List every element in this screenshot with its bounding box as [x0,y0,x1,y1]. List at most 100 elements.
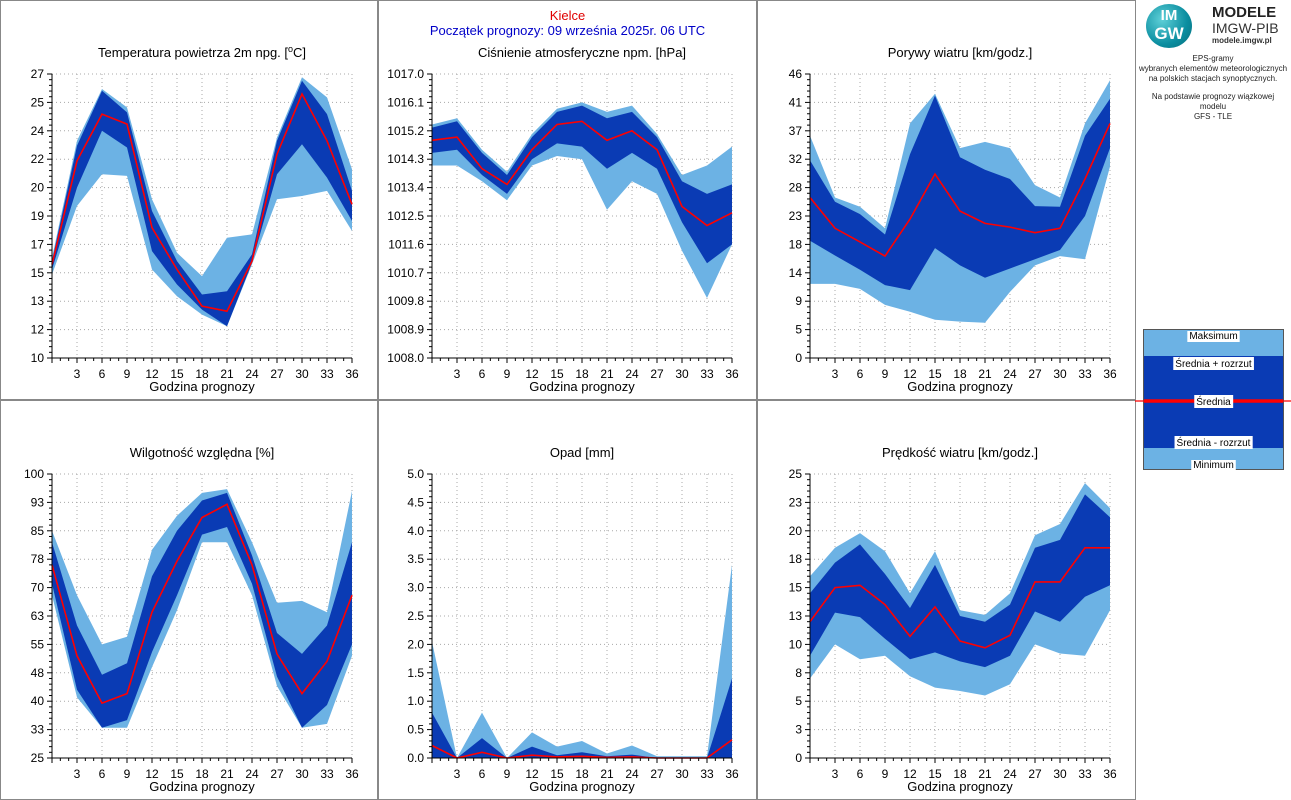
y-tick-label: 27 [31,67,45,81]
y-tick-label: 25 [31,751,45,765]
badge-top-text: IM [1160,7,1178,24]
mean-line [431,120,733,227]
x-tick-label: 27 [650,367,664,381]
x-tick-label: 21 [220,367,234,381]
y-tick-label: 46 [789,67,803,81]
y-tick-label: 13 [789,609,803,623]
x-tick-label: 27 [1028,367,1042,381]
x-tick-label: 36 [1103,767,1117,781]
imgw-badge-icon: IM GW [1146,4,1192,48]
x-tick-label: 33 [320,367,334,381]
y-tick-label: 10 [789,637,803,651]
chart-title: Temperatura powietrza 2m npg. [oC] [98,44,306,60]
x-tick-label: 12 [903,367,917,381]
x-axis-label: Godzina prognozy [149,379,255,394]
x-tick-label: 6 [99,767,106,781]
x-axis-label: Godzina prognozy [529,779,635,794]
y-tick-label: 48 [31,666,45,680]
chart-title: Prędkość wiatru [km/godz.] [882,445,1038,460]
x-tick-label: 21 [600,367,614,381]
y-tick-label: 5.0 [407,467,424,481]
panel-frame [378,0,757,400]
mean-line [51,503,353,705]
y-tick-label: 1014.3 [387,152,424,166]
chart-title: Porywy wiatru [km/godz.] [888,45,1033,60]
x-tick-label: 12 [145,767,159,781]
y-tick-label: 1016.1 [387,95,424,109]
y-tick-label: 23 [789,495,803,509]
x-tick-label: 30 [1053,367,1067,381]
y-tick-label: 70 [31,581,45,595]
x-tick-label: 30 [295,767,309,781]
legend-label-bg [1174,436,1253,449]
legend: Maksimum Średnia + rozrzut Średnia Średnia … [1135,329,1291,471]
y-tick-label: 15 [31,266,45,280]
desc-line1: EPS-gramy [1192,54,1234,63]
y-tick-label: 1010.7 [387,266,424,280]
x-tick-label: 15 [928,767,942,781]
y-tick-label: 9 [795,294,802,308]
y-tick-label: 85 [31,524,45,538]
y-tick-label: 3.5 [407,552,424,566]
y-tick-label: 8 [795,666,802,680]
x-tick-label: 24 [625,367,639,381]
logo-url: modele.imgw.pl [1212,36,1272,45]
y-tick-label: 1017.0 [387,67,424,81]
y-tick-label: 93 [31,495,45,509]
grid [432,473,733,759]
y-tick-label: 55 [31,637,45,651]
x-tick-label: 3 [832,367,839,381]
x-tick-label: 12 [525,367,539,381]
band-min-max [432,564,732,758]
band-mean-spread [810,494,1110,668]
y-tick-label: 19 [31,209,45,223]
x-tick-label: 27 [1028,767,1042,781]
panel-frame [0,0,378,400]
legend-label-bg [1191,460,1236,471]
mean-line [809,123,1111,258]
x-tick-label: 3 [454,767,461,781]
legend-label-bg [1194,395,1234,408]
x-tick-label: 21 [600,767,614,781]
legend-item-label: Średnia [1196,395,1231,408]
y-tick-label: 37 [789,124,803,138]
y-tick-label: 63 [31,609,45,623]
x-tick-label: 3 [74,767,81,781]
x-tick-label: 21 [220,767,234,781]
x-tick-label: 18 [953,767,967,781]
y-tick-label: 4.5 [407,495,424,509]
band-mean-spread [432,105,732,264]
x-tick-label: 36 [725,367,739,381]
x-tick-label: 21 [978,767,992,781]
y-tick-label: 25 [789,467,803,481]
x-tick-label: 15 [550,367,564,381]
y-tick-label: 15 [789,581,803,595]
x-tick-label: 15 [550,767,564,781]
band-mean-spread [810,95,1110,291]
x-tick-label: 6 [479,367,486,381]
legend-label-bg [1187,331,1240,342]
grid [810,473,1111,759]
legend-item-label: Średnia + rozrzut [1175,357,1252,370]
logo-line1: MODELE [1212,4,1277,21]
y-tick-label: 24 [31,124,45,138]
y-tick-label: 13 [31,294,45,308]
x-tick-label: 24 [245,367,259,381]
x-axis-label: Godzina prognozy [529,379,635,394]
y-tick-label: 1.0 [407,694,424,708]
y-tick-label: 1.5 [407,666,424,680]
y-tick-label: 32 [789,152,803,166]
y-tick-label: 18 [789,552,803,566]
y-tick-label: 10 [31,351,45,365]
y-tick-label: 0.0 [407,751,424,765]
x-tick-label: 18 [195,767,209,781]
band-mean-spread [52,80,352,327]
panel-frame [757,0,1136,400]
desc-line5: GFS - TLE [1193,112,1233,121]
y-tick-label: 1009.8 [387,294,424,308]
legend-item-label: Średnia - rozrzut [1177,436,1251,449]
chart-panel-3: Porywy wiatru [km/godz.] 0 5 9 14 18 23 28 32 37 4… [789,45,1117,394]
chart-title: Wilgotność względna [%] [130,445,275,460]
y-tick-label: 1011.6 [388,237,424,251]
